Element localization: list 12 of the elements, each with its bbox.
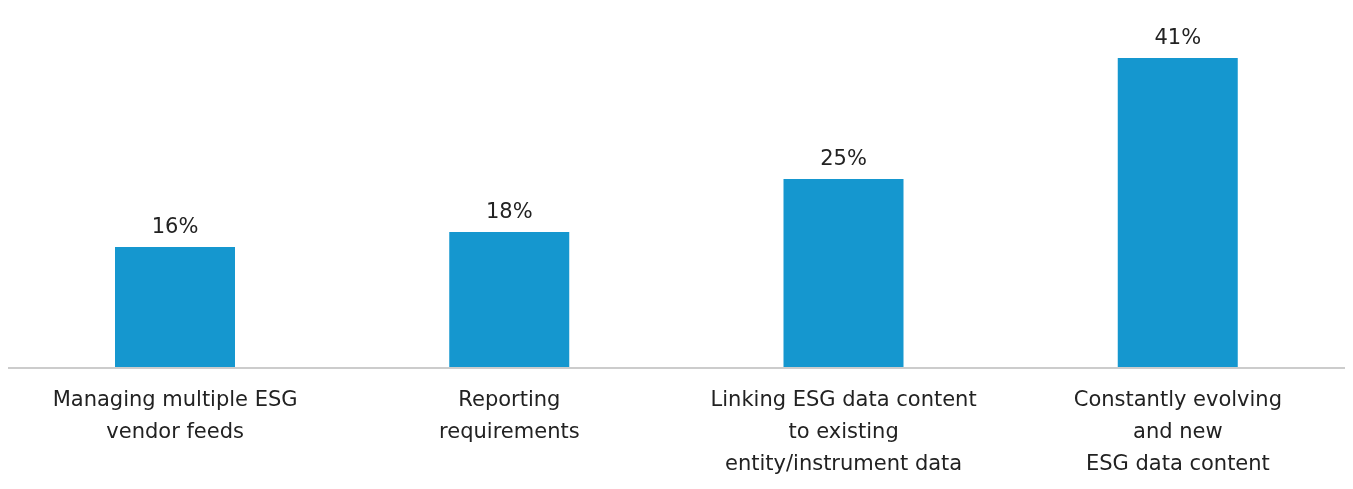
x-tick-label: Linking ESG data content to existing entity/instrument data [710, 387, 977, 475]
data-label: 41% [1154, 25, 1202, 49]
bar [115, 247, 235, 368]
bar [449, 231, 570, 368]
bar [783, 178, 904, 368]
bar [1117, 58, 1238, 368]
data-label: 25% [820, 145, 867, 170]
x-tick-label: Constantly evolving and new ESG data content [1073, 387, 1283, 475]
data-label: 18% [485, 198, 533, 223]
x-tick-label: Managing multiple ESG vendor feeds [52, 387, 298, 443]
x-tick-label: Reporting requirements [439, 387, 580, 443]
data-label: 16% [151, 214, 199, 239]
